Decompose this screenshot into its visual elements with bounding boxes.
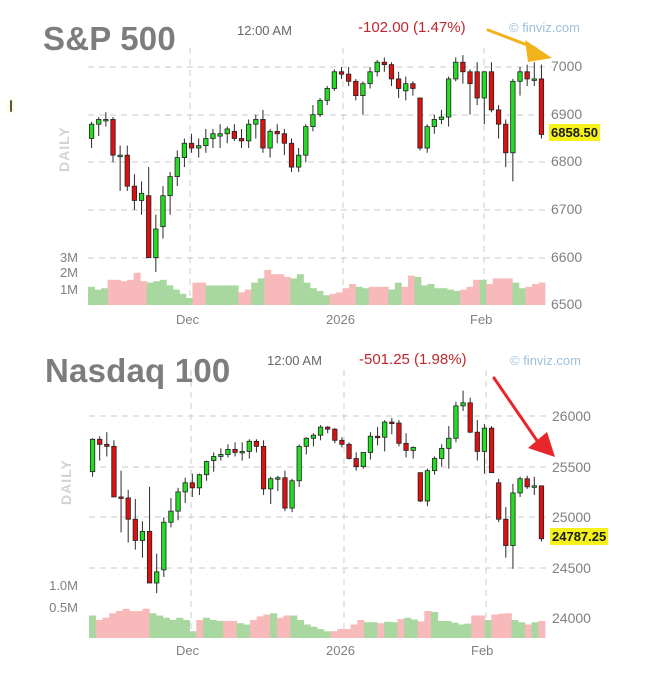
nasdaq100-time-label: 12:00 AM xyxy=(267,353,322,368)
sp500-timeframe-label: DAILY xyxy=(56,126,72,172)
finviz-brand-link[interactable]: © finviz.com xyxy=(510,353,581,368)
nasdaq100-volume-tick: 0.5M xyxy=(49,600,78,615)
sp500-y-tick: 6600 xyxy=(551,249,583,265)
sp500-change-label: -102.00 (1.47%) xyxy=(358,19,466,36)
sp500-volume-tick: 3M xyxy=(59,250,78,265)
sp500-x-tick: Feb xyxy=(470,312,493,327)
nasdaq100-y-tick: 24500 xyxy=(552,560,591,576)
nasdaq100-last-price-badge: 24787.25 xyxy=(550,528,609,545)
nasdaq100-y-tick: 25000 xyxy=(552,509,591,525)
sp500-title: S&P 500 xyxy=(43,20,176,57)
sp500-y-tick: 6800 xyxy=(551,153,583,169)
nasdaq100-x-tick: Dec xyxy=(176,643,200,658)
nasdaq100-title: Nasdaq 100 xyxy=(45,352,231,389)
sp500-x-tick: Dec xyxy=(176,312,200,327)
sp500-y-tick: 6900 xyxy=(551,106,583,122)
sp500-y-tick: 7000 xyxy=(551,58,583,74)
nasdaq100-y-tick: 25500 xyxy=(552,459,591,475)
stray-mark xyxy=(10,100,12,112)
sp500-volume-tick: 1M xyxy=(59,282,78,297)
nasdaq100-x-tick: 2026 xyxy=(326,643,355,658)
nasdaq100-y-tick: 24000 xyxy=(552,610,591,626)
sp500-chart-panel: S&P 500 12:00 AM -102.00 (1.47%) © finvi… xyxy=(0,0,650,340)
nasdaq100-x-tick: Feb xyxy=(471,643,494,658)
sp500-x-tick: 2026 xyxy=(326,312,355,327)
sp500-y-tick: 6500 xyxy=(551,296,583,312)
nasdaq100-candlestick-chart xyxy=(89,370,555,638)
sp500-time-label: 12:00 AM xyxy=(237,23,292,38)
sp500-candlestick-chart xyxy=(88,28,552,305)
nasdaq100-change-label: -501.25 (1.98%) xyxy=(359,351,467,368)
nasdaq100-y-tick: 26000 xyxy=(552,408,591,424)
sp500-y-tick: 6700 xyxy=(551,201,583,217)
nasdaq100-volume-tick: 1.0M xyxy=(49,578,78,593)
finviz-brand-link[interactable]: © finviz.com xyxy=(509,20,580,35)
sp500-last-price-badge: 6858.50 xyxy=(549,124,600,141)
sp500-volume-tick: 2M xyxy=(59,265,78,280)
nasdaq100-timeframe-label: DAILY xyxy=(58,459,74,505)
nasdaq100-chart-panel: Nasdaq 100 12:00 AM -501.25 (1.98%) © fi… xyxy=(0,340,650,687)
